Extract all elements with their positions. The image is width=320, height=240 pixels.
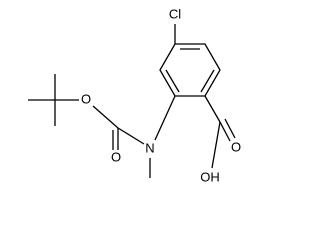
- atom-label: O: [81, 91, 91, 106]
- bond: [154, 95, 176, 141]
- page: Cl O O N O OH (() => { const data = JSON…: [28, 6, 242, 185]
- ring-double-bond: [165, 69, 180, 93]
- double-bond: [219, 121, 231, 142]
- bond: [211, 121, 221, 169]
- ring: [159, 43, 221, 97]
- atom-label: O: [231, 139, 241, 154]
- atom-label: OH: [200, 169, 220, 184]
- atom-label: O: [111, 149, 121, 164]
- bond: [92, 105, 119, 129]
- atom-label: Cl: [169, 6, 181, 21]
- bonds: [28, 24, 236, 178]
- double-bond: [224, 118, 236, 139]
- bond: [117, 127, 145, 145]
- molecule: Cl O O N O OH: [28, 6, 241, 184]
- bond: [204, 95, 221, 123]
- atom-label: N: [145, 140, 154, 155]
- ring-double-bond: [200, 69, 215, 93]
